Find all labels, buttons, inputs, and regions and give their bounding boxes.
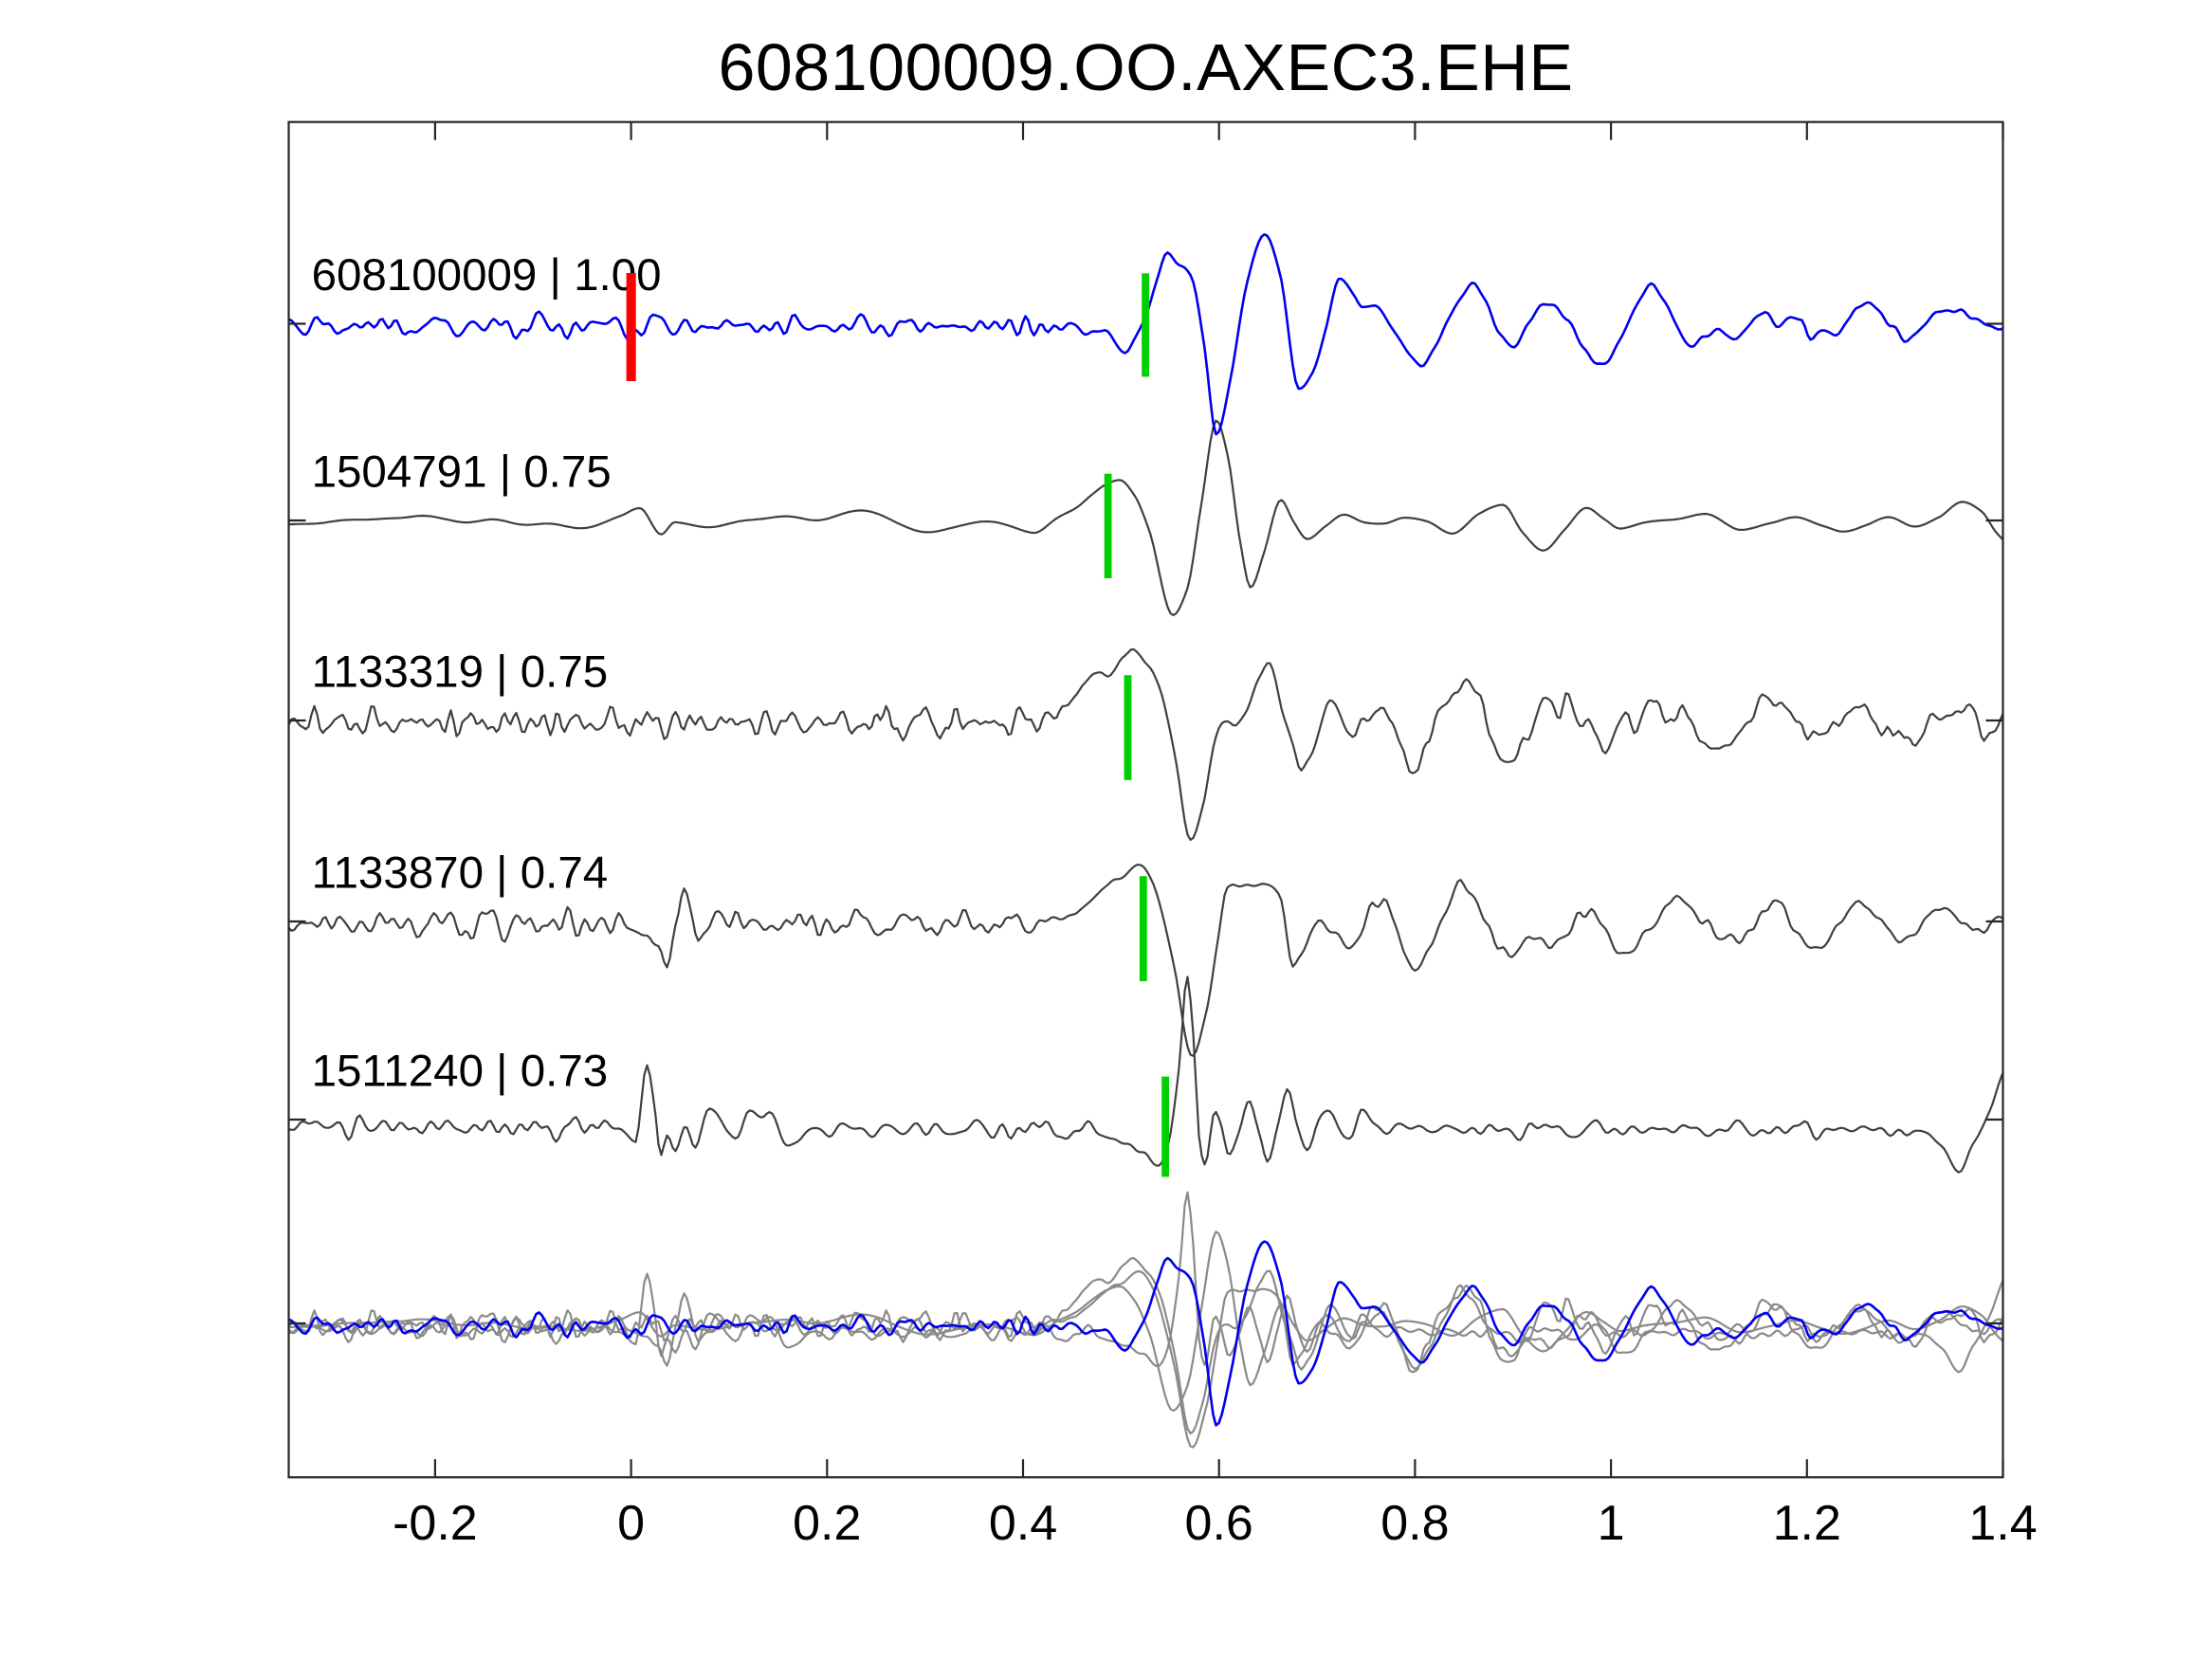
svg-text:608100009 | 1.00: 608100009 | 1.00	[312, 250, 662, 301]
svg-text:608100009.OO.AXEC3.EHE: 608100009.OO.AXEC3.EHE	[718, 30, 1573, 104]
svg-text:1: 1	[1598, 1496, 1625, 1551]
svg-text:1.2: 1.2	[1773, 1496, 1841, 1551]
svg-text:0.8: 0.8	[1380, 1496, 1449, 1551]
svg-text:0.4: 0.4	[989, 1496, 1057, 1551]
svg-text:0.6: 0.6	[1185, 1496, 1253, 1551]
svg-text:-0.2: -0.2	[393, 1496, 478, 1551]
svg-text:1511240 | 0.73: 1511240 | 0.73	[312, 1047, 609, 1097]
svg-text:1.4: 1.4	[1968, 1496, 2037, 1551]
svg-text:0.2: 0.2	[793, 1496, 861, 1551]
svg-text:1504791 | 0.75: 1504791 | 0.75	[312, 447, 612, 498]
svg-text:1133870 | 0.74: 1133870 | 0.74	[312, 848, 609, 899]
svg-text:0: 0	[617, 1496, 645, 1551]
svg-text:1133319 | 0.75: 1133319 | 0.75	[312, 647, 609, 698]
